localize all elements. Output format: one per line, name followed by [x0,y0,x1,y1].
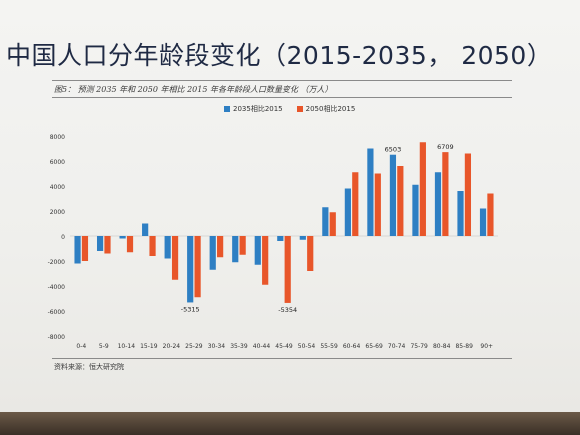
data-label: 6709 [437,143,454,151]
bar-series2 [104,236,111,254]
bar-series1 [434,172,442,236]
y-tick-label: -8000 [48,334,66,341]
x-tick-label: 40-44 [253,343,271,350]
data-label: -5315 [181,305,200,313]
bar-series1 [96,236,104,251]
bar-series1 [187,236,194,303]
bar-series1 [344,188,351,236]
bar-series1 [232,236,239,263]
chart-legend: 2035相比2015 2050相比2015 [224,104,355,114]
bar-series2 [329,212,336,236]
bar-series2 [217,236,224,258]
bar-series2 [171,236,179,280]
y-tick-label: -4000 [48,284,66,291]
bar-series1 [367,148,374,236]
bar-series1 [142,223,149,236]
data-label: 6503 [385,146,402,154]
bar-series1 [457,191,464,236]
legend-swatch-blue [224,106,230,112]
y-tick-label: 2000 [50,209,65,216]
bar-series1 [322,207,329,236]
caption-top-rule [52,80,512,81]
bar-series2 [307,236,314,271]
x-tick-label: 75-79 [410,343,428,350]
legend-item-series2: 2050相比2015 [296,104,356,114]
bar-chart: -8000 -6000 -4000 -2000 0 2000 4000 6000 8000 0-4… [48,134,498,350]
bar-series2 [194,236,201,298]
bar-series1 [479,208,487,236]
y-tick-label: 0 [61,234,65,241]
bar-series1 [254,236,261,265]
legend-label-series2: 2050相比2015 [305,105,356,113]
x-tick-label: 10-14 [118,343,136,350]
bar-series2 [262,236,269,285]
x-tick-label: 50-54 [298,343,316,350]
bar-series2 [419,142,426,236]
x-tick-label: 15-19 [140,343,158,350]
x-tick-label: 85-89 [455,343,473,350]
screen-bottom-edge [0,412,580,435]
slide-title: 中国人口分年龄段变化（2015-2035， 2050） [6,41,553,70]
bar-series1 [164,236,171,259]
bar-series2 [464,153,472,236]
x-tick-label: 55-59 [320,343,338,350]
x-tick-label: 70-74 [388,343,406,350]
bar-series1 [119,236,126,239]
y-tick-label: 8000 [50,134,65,141]
bar-series1 [412,184,419,236]
slide-screen [0,0,580,412]
bar-series2 [374,173,381,236]
legend-swatch-orange [296,106,303,112]
source-note: 资料来源：恒大研究院 [54,363,124,371]
x-tick-label: 5-9 [99,343,109,350]
legend-item-series1: 2035相比2015 [224,104,283,114]
y-tick-label: 4000 [50,184,65,191]
x-tick-label: 25-29 [185,343,203,350]
bar-series2 [397,166,404,236]
x-tick-label: 0-4 [76,343,86,350]
y-tick-label: -6000 [48,309,66,316]
bar-series1 [389,154,397,236]
x-tick-label: 60-64 [343,343,361,350]
figure-caption: 图5： 预测 2035 年和 2050 年相比 2015 年各年龄段人口数量变化… [54,85,333,94]
bar-series1 [209,236,216,270]
y-tick-label: 6000 [50,159,65,166]
bar-series1 [74,236,81,264]
x-tick-label: 35-39 [230,343,248,350]
caption-bottom-rule [52,97,512,98]
bar-series1 [299,236,306,240]
source-rule [52,358,512,359]
bar-series2 [126,236,134,253]
x-tick-label: 20-24 [163,343,181,350]
legend-label-series1: 2035相比2015 [233,105,283,113]
bar-series2 [442,152,449,236]
x-tick-label: 65-69 [365,343,383,350]
y-tick-label: -2000 [48,259,66,266]
bar-series2 [239,236,246,255]
x-tick-label: 80-84 [433,343,451,350]
bar-series2 [81,236,89,261]
bar-series2 [352,172,359,236]
data-label: -5354 [278,306,297,314]
x-tick-label: 30-34 [208,343,226,350]
x-tick-label: 45-49 [275,343,293,350]
bar-series2 [487,193,494,236]
bar-series2 [284,236,291,303]
bar-series2 [149,236,156,256]
x-tick-label: 90+ [480,343,493,350]
bar-series1 [277,236,284,241]
